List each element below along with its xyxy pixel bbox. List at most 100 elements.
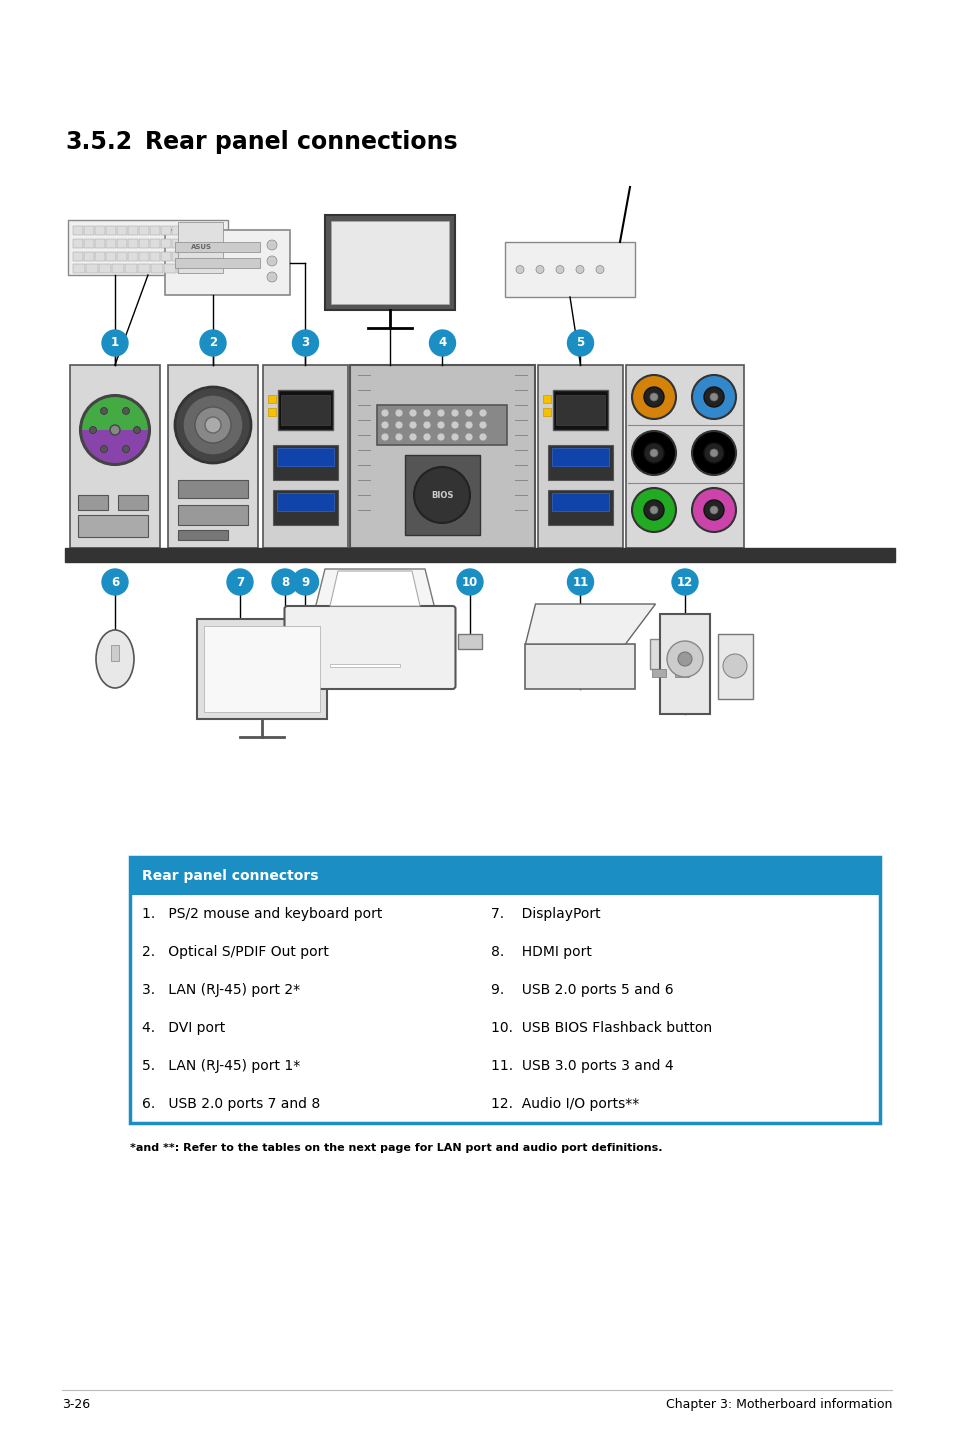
Text: 10.  USB BIOS Flashback button: 10. USB BIOS Flashback button	[490, 1021, 711, 1035]
Circle shape	[643, 500, 663, 521]
Bar	[172, 239, 182, 247]
Circle shape	[567, 569, 593, 595]
Bar	[128, 252, 138, 262]
Circle shape	[122, 407, 130, 414]
Bar	[117, 239, 127, 247]
Bar	[130, 857, 879, 894]
Bar	[177, 265, 189, 273]
Bar	[650, 638, 668, 669]
Bar	[73, 226, 83, 234]
Bar	[183, 239, 193, 247]
Circle shape	[464, 408, 473, 417]
Text: 5.   LAN (RJ-45) port 1*: 5. LAN (RJ-45) port 1*	[142, 1058, 300, 1073]
Circle shape	[666, 641, 702, 677]
Circle shape	[703, 500, 723, 521]
Text: 7: 7	[235, 575, 244, 588]
Bar	[268, 395, 275, 403]
Bar	[117, 226, 127, 234]
Circle shape	[649, 449, 658, 457]
Bar	[172, 226, 182, 234]
Bar	[106, 239, 116, 247]
Bar	[193, 239, 204, 247]
Circle shape	[722, 654, 746, 677]
Bar	[130, 1009, 879, 1047]
Bar	[537, 365, 622, 548]
Circle shape	[436, 421, 444, 429]
Bar	[86, 265, 98, 273]
Circle shape	[643, 387, 663, 407]
Circle shape	[478, 408, 486, 417]
Circle shape	[395, 408, 402, 417]
Bar	[106, 226, 116, 234]
Circle shape	[703, 443, 723, 463]
Bar	[675, 669, 689, 677]
Circle shape	[429, 329, 455, 357]
Bar	[405, 454, 479, 535]
Text: ASUS: ASUS	[191, 244, 212, 250]
Text: 12.  Audio I/O ports**: 12. Audio I/O ports**	[490, 1097, 639, 1112]
Circle shape	[409, 408, 416, 417]
Circle shape	[395, 421, 402, 429]
Text: 5: 5	[576, 336, 584, 349]
Bar	[281, 395, 330, 426]
Circle shape	[133, 427, 140, 433]
Text: Rear panel connectors: Rear panel connectors	[142, 869, 318, 883]
Circle shape	[451, 433, 458, 441]
Bar	[178, 480, 248, 498]
Circle shape	[100, 407, 108, 414]
Bar	[556, 395, 604, 426]
Circle shape	[102, 329, 128, 357]
Circle shape	[671, 569, 698, 595]
Bar	[174, 257, 260, 267]
Text: 1.   PS/2 mouse and keyboard port: 1. PS/2 mouse and keyboard port	[142, 907, 382, 920]
Bar	[130, 857, 879, 1123]
Bar	[168, 365, 257, 548]
Circle shape	[631, 487, 676, 532]
FancyBboxPatch shape	[284, 605, 455, 689]
Text: 9: 9	[301, 575, 310, 588]
Circle shape	[267, 256, 276, 266]
Circle shape	[380, 421, 389, 429]
Bar	[553, 390, 607, 430]
Text: 3: 3	[301, 336, 309, 349]
Bar	[150, 252, 160, 262]
Circle shape	[709, 393, 718, 401]
Bar	[164, 265, 175, 273]
Text: 2: 2	[209, 336, 217, 349]
Circle shape	[90, 427, 96, 433]
Circle shape	[80, 395, 150, 464]
Circle shape	[478, 421, 486, 429]
Bar	[330, 664, 399, 667]
Bar	[130, 971, 879, 1009]
Bar	[130, 933, 879, 971]
Circle shape	[464, 421, 473, 429]
Circle shape	[649, 393, 658, 401]
Bar	[84, 252, 94, 262]
Circle shape	[422, 421, 431, 429]
Circle shape	[409, 421, 416, 429]
Circle shape	[643, 443, 663, 463]
Circle shape	[709, 449, 718, 457]
Text: 3.   LAN (RJ-45) port 2*: 3. LAN (RJ-45) port 2*	[142, 984, 300, 997]
Bar	[150, 226, 160, 234]
Circle shape	[409, 433, 416, 441]
Bar	[268, 408, 275, 416]
Text: 8.    HDMI port: 8. HDMI port	[490, 945, 591, 959]
Bar	[73, 239, 83, 247]
Text: 12: 12	[677, 575, 693, 588]
Text: 11: 11	[572, 575, 588, 588]
Bar	[273, 490, 337, 525]
Bar	[276, 493, 334, 510]
Bar	[128, 239, 138, 247]
Text: 9.    USB 2.0 ports 5 and 6: 9. USB 2.0 ports 5 and 6	[490, 984, 673, 997]
Bar	[325, 216, 455, 311]
Bar	[112, 265, 124, 273]
Circle shape	[691, 375, 735, 418]
Text: BIOS: BIOS	[431, 490, 453, 499]
Bar	[125, 265, 137, 273]
Bar	[95, 239, 105, 247]
Circle shape	[631, 375, 676, 418]
Wedge shape	[81, 430, 149, 464]
Text: 10: 10	[461, 575, 477, 588]
Circle shape	[380, 433, 389, 441]
